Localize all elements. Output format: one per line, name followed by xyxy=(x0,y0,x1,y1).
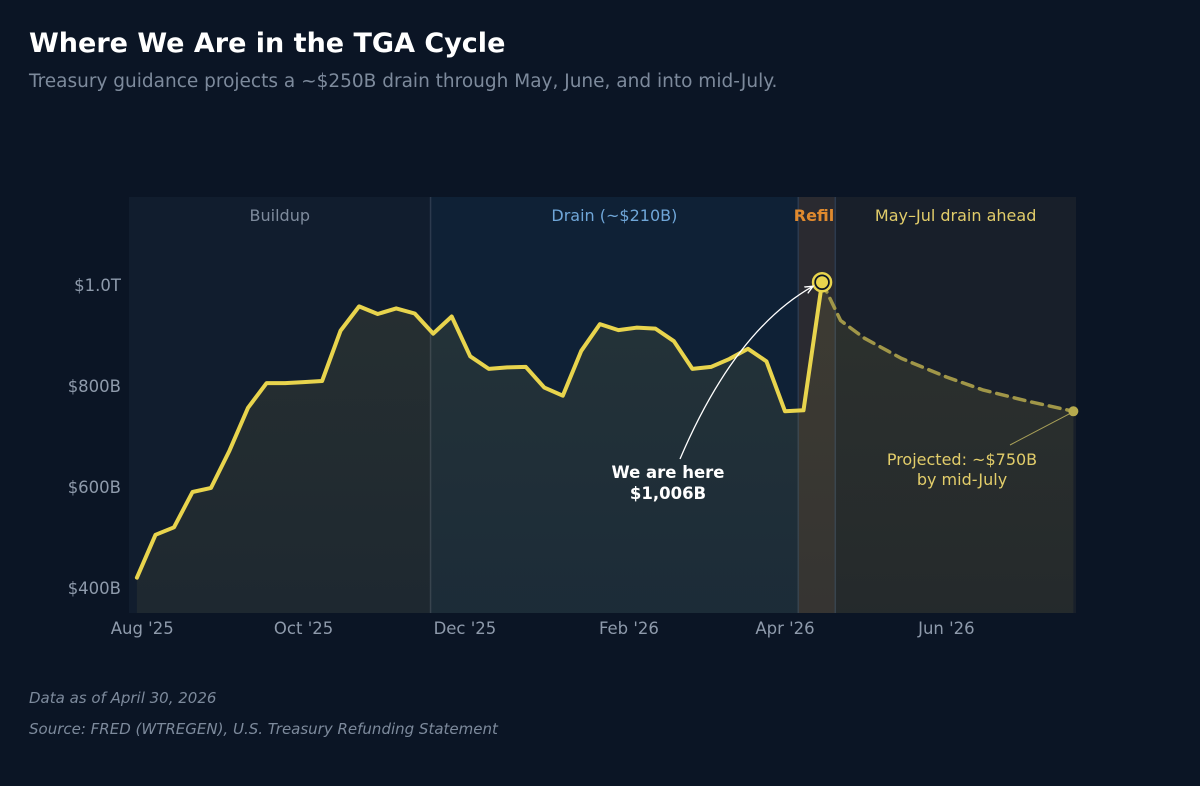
x-tick-label-5: Apr '26 xyxy=(755,619,814,638)
series-line-projected xyxy=(820,280,1076,414)
chart-title: Where We Are in the TGA Cycle xyxy=(29,28,506,59)
projected-point-label-line-1: Projected: ~$750B xyxy=(887,450,1037,469)
current-point-marker xyxy=(816,276,829,289)
region-label-3: Refill xyxy=(794,206,840,225)
x-tick-label-3: Dec '25 xyxy=(434,619,497,638)
x-tick-label-6: Jun '26 xyxy=(917,619,975,638)
x-tick-label-1: Aug '25 xyxy=(111,619,174,638)
area-fill xyxy=(136,282,1074,613)
current-point-arrow xyxy=(679,286,813,460)
series-line-actual xyxy=(134,280,825,580)
projected-point-marker xyxy=(1068,406,1079,417)
region-label-2: Drain (~$210B) xyxy=(551,206,677,225)
source-note: Source: FRED (WTREGEN), U.S. Treasury Re… xyxy=(29,720,498,738)
y-tick-label-2: $600B xyxy=(68,478,121,497)
projected-point-leader xyxy=(1009,412,1071,446)
y-tick-label-1: $400B xyxy=(68,579,121,598)
y-tick-label-4: $1.0T xyxy=(74,276,122,295)
projected-point-label-line-2: by mid-July xyxy=(917,470,1007,489)
current-point-label-line-2: $1,006B xyxy=(630,484,706,503)
region-label-1: Buildup xyxy=(250,206,310,225)
region-label-4: May–Jul drain ahead xyxy=(875,206,1036,225)
chart-subtitle: Treasury guidance projects a ~$250B drai… xyxy=(29,71,778,92)
x-tick-label-2: Oct '25 xyxy=(274,619,333,638)
current-point-label-line-1: We are here xyxy=(611,463,724,482)
x-tick-label-4: Feb '26 xyxy=(599,619,659,638)
data-as-of-note: Data as of April 30, 2026 xyxy=(29,689,217,707)
y-tick-label-3: $800B xyxy=(68,377,121,396)
